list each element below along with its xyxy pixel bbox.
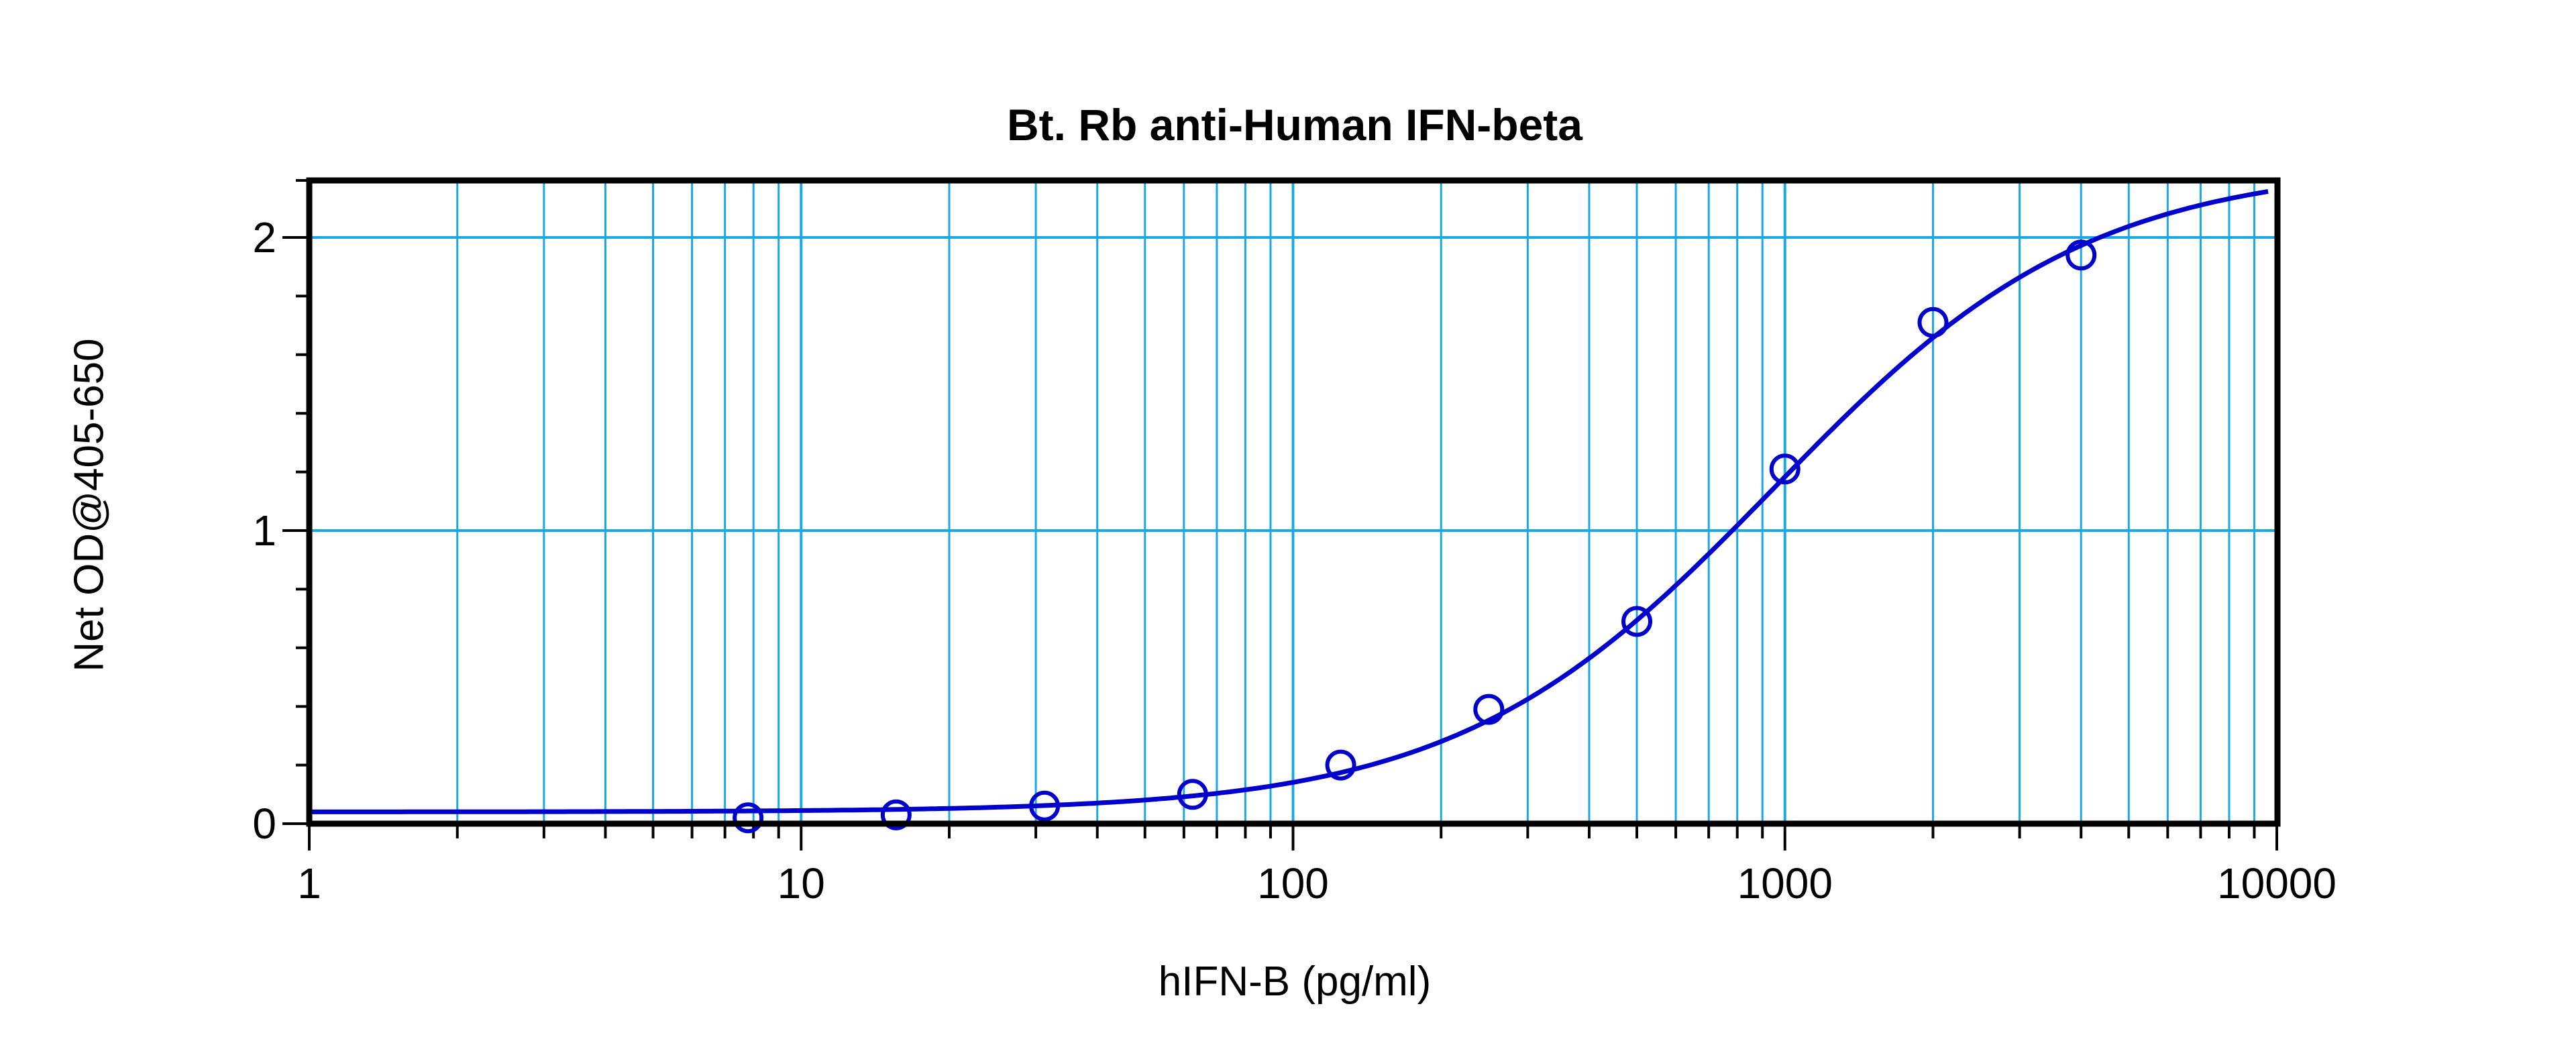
data-point-marker: [1917, 307, 1949, 338]
data-point-marker: [733, 802, 764, 834]
x-tick-label: 10000: [2217, 859, 2337, 908]
grid-lines: [309, 180, 2277, 824]
fit-curve: [309, 189, 2269, 814]
chart-title: Bt. Rb anti-Human IFN-beta: [1007, 100, 1582, 150]
data-point-marker: [2065, 239, 2097, 271]
x-axis-label: hIFN-B (pg/ml): [1158, 958, 1432, 1005]
y-tick-label: 0: [252, 800, 276, 848]
x-tick-label: 10: [777, 859, 825, 908]
data-point-marker: [1473, 694, 1505, 725]
x-tick-label: 100: [1257, 859, 1329, 908]
data-point-marker: [1325, 749, 1356, 781]
y-tick-label: 1: [252, 506, 276, 555]
data-point-marker: [1621, 606, 1653, 637]
data-point-marker: [880, 799, 912, 830]
x-tick-label: 1: [297, 859, 321, 908]
fit-curve-line: [309, 189, 2269, 814]
y-tick-label: 2: [252, 213, 276, 262]
data-points: [733, 239, 2097, 834]
plot-frame: [306, 177, 2281, 827]
x-tick-label: 1000: [1737, 859, 1833, 908]
axis-ticks: [282, 179, 2278, 851]
data-point-marker: [1029, 790, 1061, 822]
y-axis-label: Net OD@405-650: [66, 338, 113, 672]
data-point-marker: [1177, 779, 1208, 810]
data-point-marker: [1769, 453, 1801, 485]
